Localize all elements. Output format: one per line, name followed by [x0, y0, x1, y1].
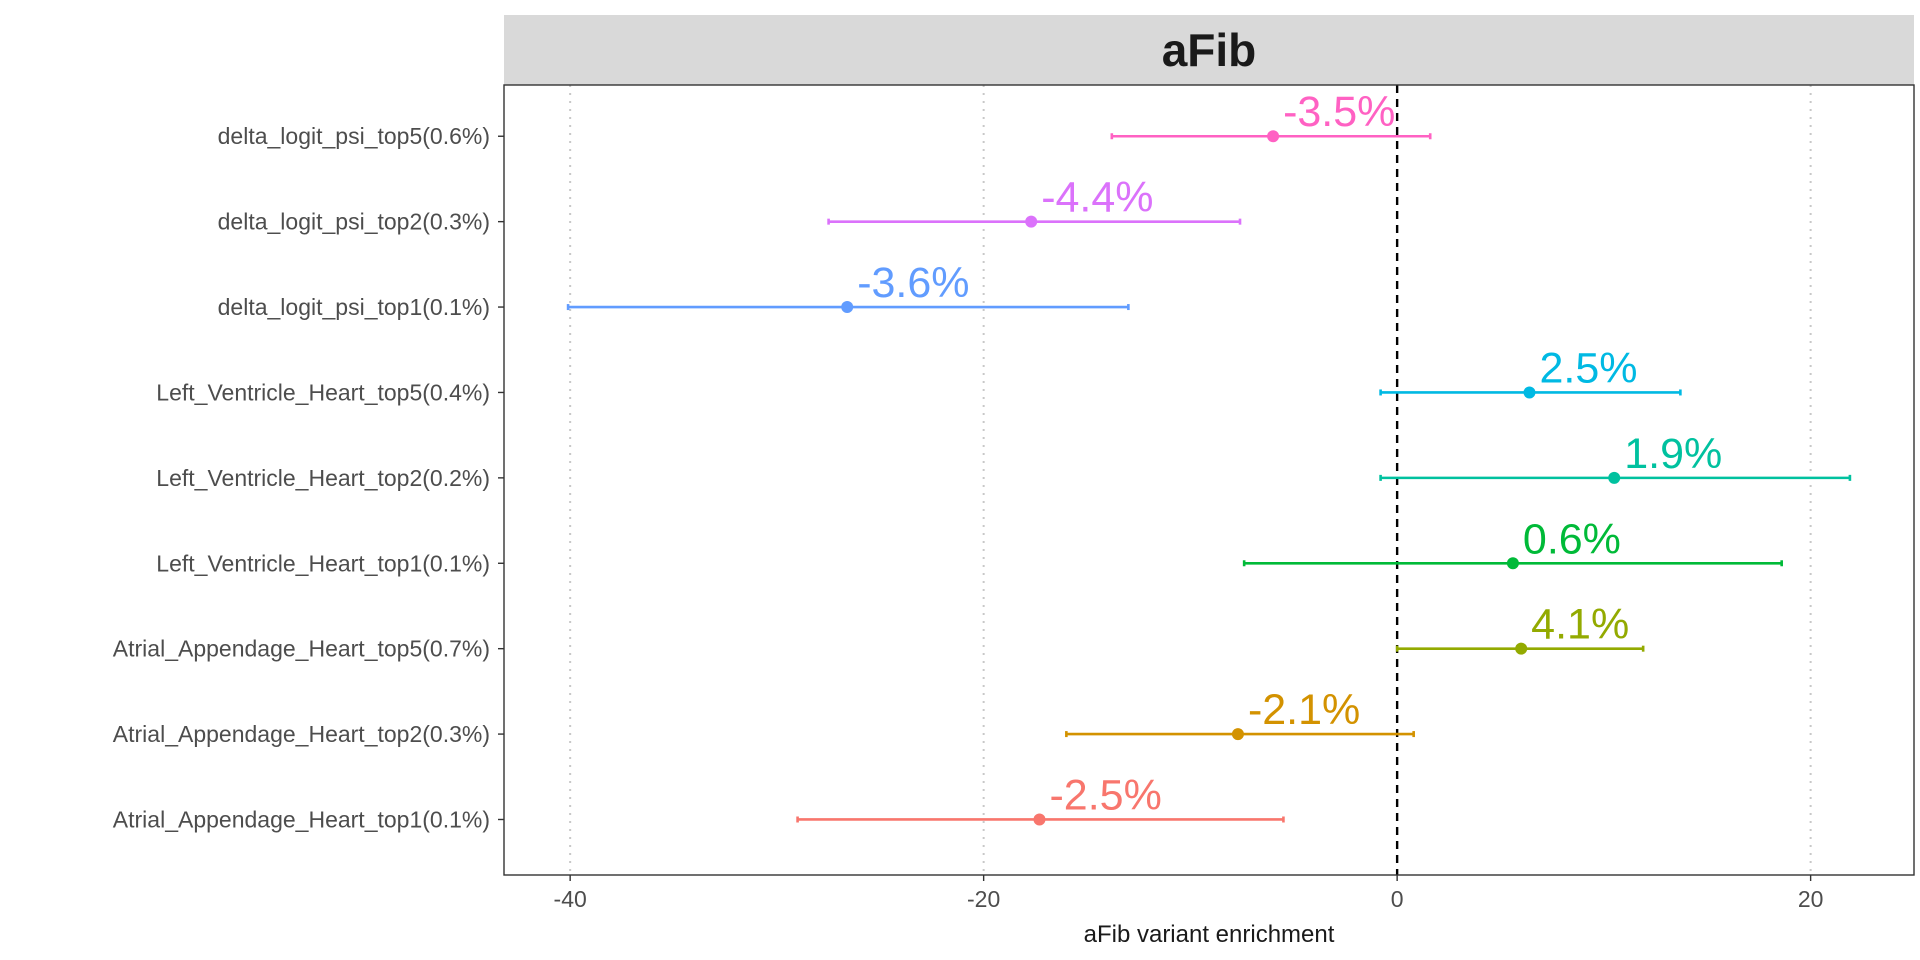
data-label: -2.5%: [1049, 771, 1161, 819]
estimate-point: [1033, 813, 1046, 826]
x-tick-label: -40: [554, 886, 587, 912]
category-label: Left_Ventricle_Heart_top5(0.4%): [156, 379, 490, 405]
data-label: 2.5%: [1539, 344, 1637, 392]
estimate-point: [1231, 728, 1244, 741]
data-label: -3.5%: [1283, 88, 1395, 136]
category-label: delta_logit_psi_top1(0.1%): [218, 294, 490, 320]
facet-strip-title: aFib: [1162, 24, 1257, 76]
data-label: -4.4%: [1041, 174, 1153, 222]
data-label: 0.6%: [1523, 515, 1621, 563]
category-label: Atrial_Appendage_Heart_top1(0.1%): [113, 806, 490, 832]
data-label: 1.9%: [1624, 430, 1722, 478]
estimate-point: [1515, 642, 1528, 655]
x-tick-label: 0: [1391, 886, 1404, 912]
x-tick-label: -20: [967, 886, 1000, 912]
category-label: Left_Ventricle_Heart_top1(0.1%): [156, 550, 490, 576]
x-tick-label: 20: [1798, 886, 1824, 912]
estimate-point: [1523, 386, 1536, 399]
category-label: delta_logit_psi_top2(0.3%): [218, 209, 490, 235]
x-axis-title: aFib variant enrichment: [1084, 921, 1335, 948]
category-label: Atrial_Appendage_Heart_top5(0.7%): [113, 636, 490, 662]
estimate-point: [1608, 471, 1621, 484]
estimate-point: [1267, 130, 1280, 143]
category-label: Atrial_Appendage_Heart_top2(0.3%): [113, 721, 490, 747]
x-axis: -40 -20 0 20: [554, 875, 1824, 912]
series-layer: -3.5% -4.4% -3.6% 2.5% 1.9%0.6% 4.1% -2.1% -2.5…: [566, 88, 1852, 826]
data-label: -3.6%: [857, 259, 969, 307]
plot-panel: [504, 85, 1914, 875]
data-label: -2.1%: [1248, 686, 1360, 734]
y-axis: delta_logit_psi_top5(0.6%) delta_logit_ps…: [113, 123, 504, 832]
facet-strip: [504, 15, 1914, 85]
estimate-point: [1025, 215, 1038, 228]
data-label: 4.1%: [1531, 601, 1629, 649]
category-label: Left_Ventricle_Heart_top2(0.2%): [156, 465, 490, 491]
estimate-point: [841, 301, 854, 314]
category-label: delta_logit_psi_top5(0.6%): [218, 123, 490, 149]
panel-border: [503, 84, 1915, 876]
estimate-point: [1506, 557, 1519, 570]
